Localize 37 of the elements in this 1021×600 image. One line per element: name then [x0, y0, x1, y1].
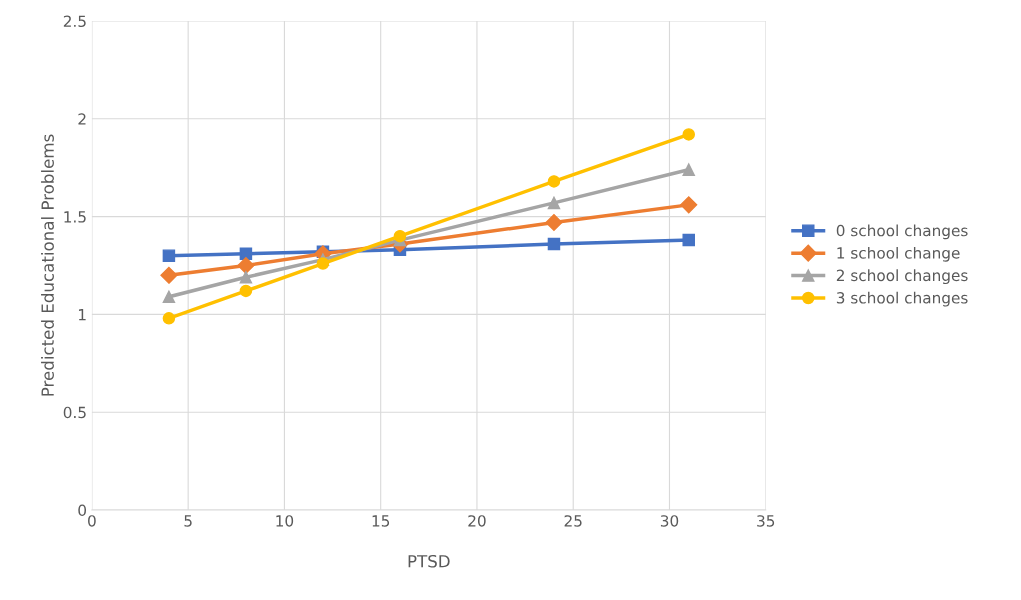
y-tick-label: 0.5: [63, 406, 86, 419]
legend-label: 0 school changes: [836, 224, 968, 240]
point: [239, 270, 253, 284]
point: [162, 312, 176, 325]
point: [545, 213, 563, 232]
x-tick-label: 25: [564, 515, 582, 527]
x-tick-label: 30: [660, 515, 679, 527]
x-tick-label: 0: [88, 515, 96, 527]
point: [547, 196, 561, 210]
point: [547, 237, 561, 251]
y-tick-label: 2: [78, 113, 86, 125]
x-tick-label: 5: [184, 515, 192, 527]
legend-label: 1 school change: [837, 246, 960, 262]
point: [682, 128, 695, 141]
legend-label: 2 school changes: [836, 269, 968, 285]
point: [316, 257, 330, 270]
point: [162, 249, 176, 262]
point: [162, 290, 176, 304]
legend-label: 3 school changes: [836, 291, 968, 307]
point: [682, 233, 695, 247]
point: [682, 163, 695, 176]
point: [547, 175, 561, 188]
point: [237, 256, 255, 275]
point: [239, 284, 253, 298]
point: [160, 266, 178, 284]
point: [680, 196, 698, 214]
y-tick-label: 1.5: [64, 211, 86, 223]
x-tick-label: 15: [372, 515, 390, 527]
x-tick-label: 20: [468, 515, 486, 527]
x-axis-title: PTSD: [408, 554, 450, 568]
x-tick-label: 10: [276, 515, 294, 527]
point: [393, 229, 407, 243]
x-tick-label: 35: [757, 515, 775, 527]
y-tick-label: 2.5: [63, 15, 86, 28]
y-tick-label: 1: [78, 309, 86, 321]
y-axis-title: Predicted Educational Problems: [41, 134, 54, 396]
y-tick-label: 0: [78, 504, 87, 517]
